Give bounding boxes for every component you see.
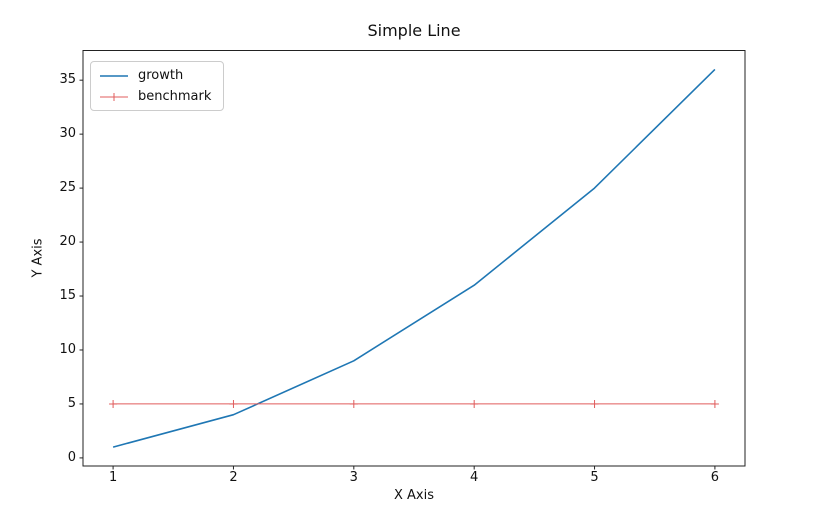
- y-tick-label: 15: [59, 288, 76, 304]
- plus-marker-icon: [110, 92, 118, 101]
- plus-marker-icon: [590, 399, 599, 408]
- y-tick-label: 0: [67, 449, 76, 465]
- plus-marker-icon: [470, 399, 479, 408]
- legend-label: growth: [138, 68, 184, 83]
- x-tick-label: 5: [590, 470, 599, 485]
- plus-marker-icon: [109, 399, 118, 408]
- y-tick-label: 25: [59, 180, 76, 196]
- plus-marker-icon: [349, 399, 358, 408]
- plus-marker-icon: [710, 399, 719, 408]
- plus-marker-icon: [229, 399, 238, 408]
- x-tick-label: 6: [710, 470, 720, 485]
- y-tick-label: 35: [59, 72, 76, 88]
- y-tick-label: 30: [59, 126, 76, 142]
- plot-frame: [82, 50, 746, 467]
- legend: growth benchmark: [90, 61, 225, 111]
- legend-line-sample: [100, 74, 128, 77]
- series-line-growth: [112, 68, 716, 448]
- legend-label: benchmark: [138, 89, 212, 104]
- y-tick-label: 10: [59, 341, 76, 357]
- y-tick-label: 20: [59, 234, 76, 250]
- legend-item-growth: growth: [99, 65, 211, 86]
- legend-item-benchmark: benchmark: [99, 86, 211, 107]
- y-tick-label: 5: [67, 395, 76, 411]
- x-tick-label: 2: [229, 470, 238, 485]
- x-tick-label: 1: [108, 470, 118, 485]
- chart-title: Simple Line: [367, 21, 461, 40]
- x-tick-label: 4: [470, 470, 479, 485]
- legend-line-sample: [100, 92, 128, 101]
- x-axis-label: X Axis: [393, 488, 434, 503]
- x-tick-label: 3: [349, 470, 358, 485]
